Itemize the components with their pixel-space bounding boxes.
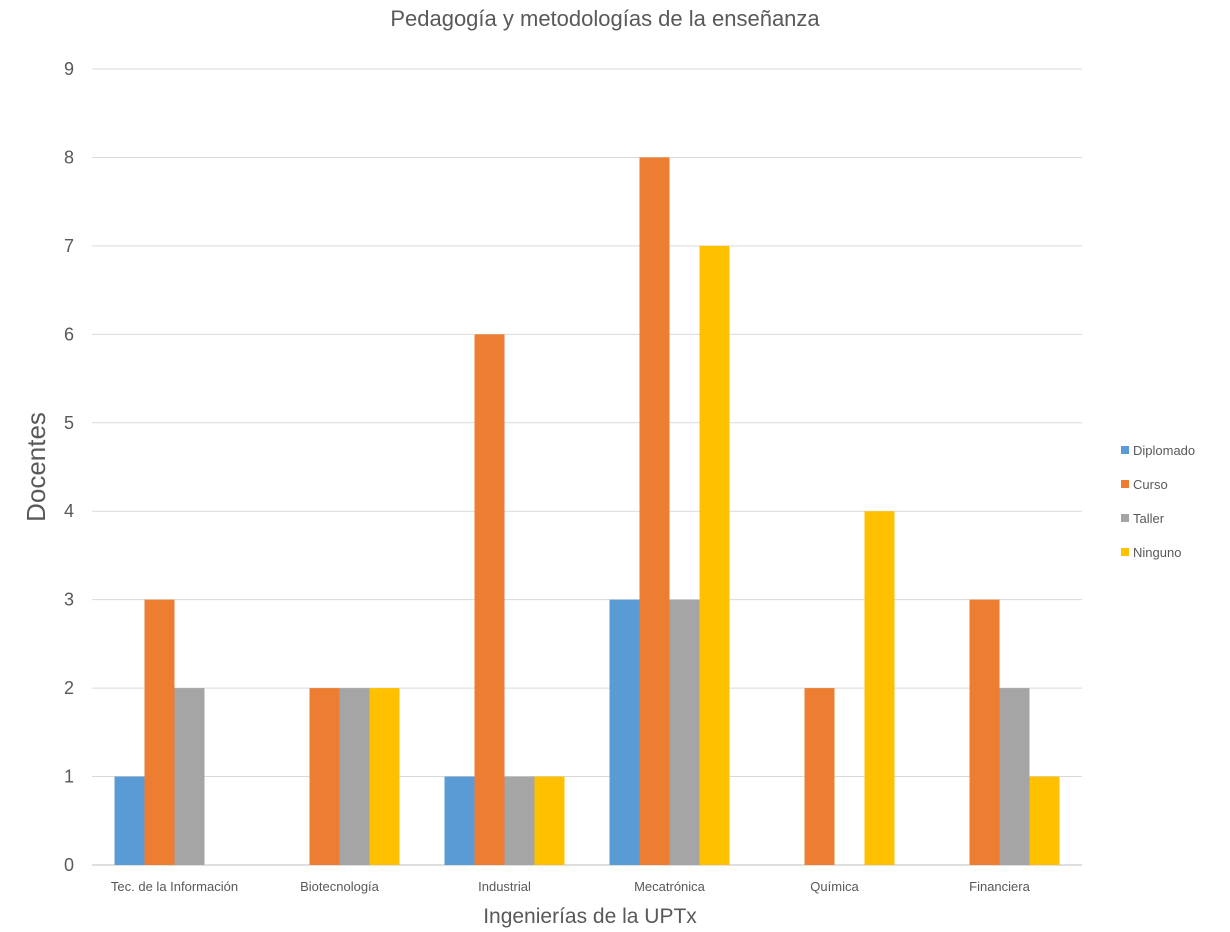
legend-swatch-ninguno bbox=[1121, 548, 1129, 556]
y-axis-title: Docentes bbox=[21, 412, 51, 522]
bar-diplomado-0 bbox=[114, 776, 145, 865]
x-tick-label: Financiera bbox=[969, 879, 1030, 894]
bar-curso-5 bbox=[969, 599, 1000, 865]
bar-diplomado-2 bbox=[444, 776, 475, 865]
legend-label-diplomado: Diplomado bbox=[1133, 443, 1195, 458]
bar-taller-3 bbox=[669, 599, 700, 865]
y-axis-ticks: 0 1 2 3 4 5 6 7 8 9 bbox=[64, 59, 74, 875]
legend-swatch-curso bbox=[1121, 480, 1129, 488]
x-axis-title: Ingenierías de la UPTx bbox=[483, 905, 697, 928]
bar-ninguno-2 bbox=[534, 776, 565, 865]
y-tick-label: 9 bbox=[64, 59, 74, 79]
x-tick-label: Mecatrónica bbox=[634, 879, 706, 894]
bar-curso-0 bbox=[144, 599, 175, 865]
bar-taller-1 bbox=[339, 688, 370, 865]
bars bbox=[114, 157, 1060, 865]
x-tick-label: Industrial bbox=[478, 879, 531, 894]
bar-curso-4 bbox=[804, 688, 835, 865]
y-tick-label: 1 bbox=[64, 767, 74, 787]
legend-label-ninguno: Ninguno bbox=[1133, 545, 1181, 560]
bar-curso-2 bbox=[474, 334, 505, 865]
bar-curso-3 bbox=[639, 157, 670, 865]
legend: Diplomado Curso Taller Ninguno bbox=[1121, 443, 1195, 560]
y-tick-label: 0 bbox=[64, 855, 74, 875]
bar-ninguno-4 bbox=[864, 511, 895, 865]
x-tick-label: Tec. de la Información bbox=[111, 879, 238, 894]
bar-diplomado-3 bbox=[609, 599, 640, 865]
bar-taller-2 bbox=[504, 776, 535, 865]
y-tick-label: 3 bbox=[64, 590, 74, 610]
y-tick-label: 4 bbox=[64, 501, 74, 521]
gridlines bbox=[92, 68, 1082, 866]
bar-taller-5 bbox=[999, 688, 1030, 865]
x-tick-label: Biotecnología bbox=[300, 879, 380, 894]
bar-ninguno-5 bbox=[1029, 776, 1060, 865]
bar-ninguno-3 bbox=[699, 245, 730, 865]
legend-swatch-taller bbox=[1121, 514, 1129, 522]
bar-ninguno-1 bbox=[369, 688, 400, 865]
y-tick-label: 8 bbox=[64, 147, 74, 167]
x-tick-label: Química bbox=[810, 879, 859, 894]
legend-label-taller: Taller bbox=[1133, 511, 1165, 526]
y-tick-label: 5 bbox=[64, 413, 74, 433]
y-tick-label: 6 bbox=[64, 324, 74, 344]
y-tick-label: 7 bbox=[64, 236, 74, 256]
chart-title: Pedagogía y metodologías de la enseñanza bbox=[390, 6, 820, 31]
x-axis-ticks: Tec. de la Información Biotecnología Indus… bbox=[111, 879, 1031, 894]
bar-taller-0 bbox=[174, 688, 205, 865]
bar-curso-1 bbox=[309, 688, 340, 865]
legend-label-curso: Curso bbox=[1133, 477, 1168, 492]
y-tick-label: 2 bbox=[64, 678, 74, 698]
legend-swatch-diplomado bbox=[1121, 446, 1129, 454]
